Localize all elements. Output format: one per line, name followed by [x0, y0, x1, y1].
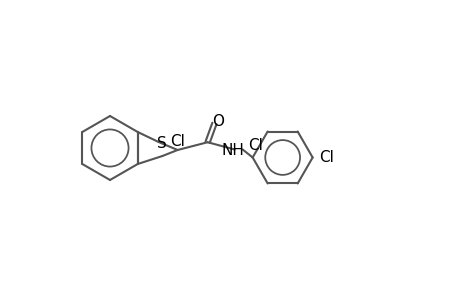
Text: S: S [157, 136, 166, 152]
Text: O: O [212, 114, 224, 129]
Text: NH: NH [221, 143, 244, 158]
Text: Cl: Cl [170, 134, 185, 149]
Text: Cl: Cl [319, 150, 333, 165]
Text: Cl: Cl [248, 138, 263, 153]
